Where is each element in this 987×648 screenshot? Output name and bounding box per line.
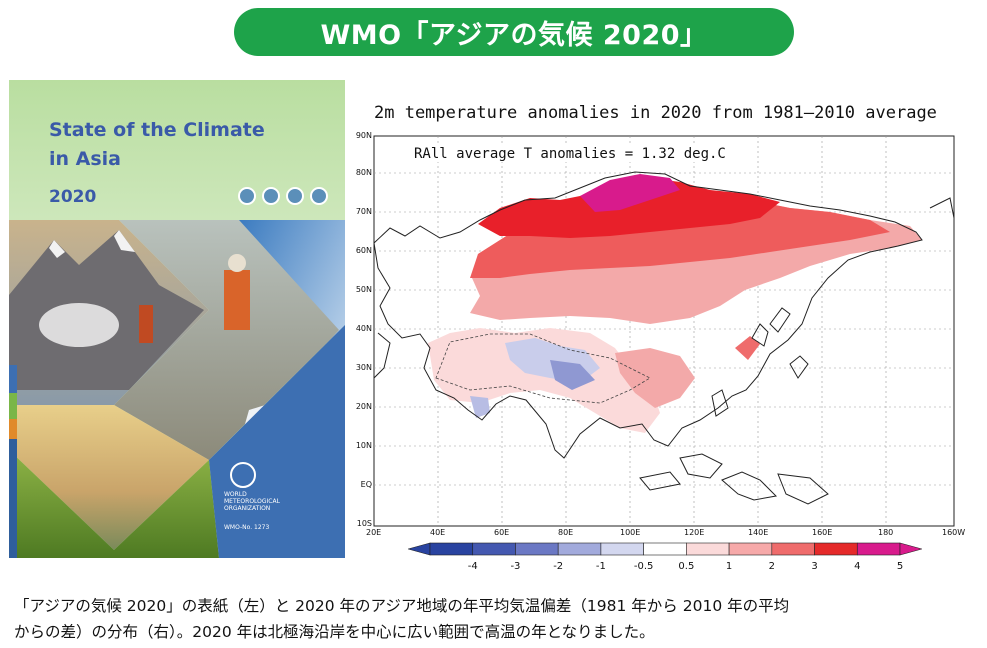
cover-title: State of the Climate in Asia [49,116,265,174]
lon-label: 120E [684,528,705,537]
colorbar-swatch [643,542,687,556]
colorbar-tick-label: -0.5 [634,561,654,572]
colorbar-swatch [429,542,474,556]
map-colorbar: -4 -3 -2 -1 -0.5 0.5 1 2 3 4 5 [406,541,924,575]
lat-label: 70N [355,207,372,216]
sdg-icon [238,187,256,205]
lat-label: 10N [355,441,372,450]
cover-strip-orange [9,419,17,439]
lon-label: 160E [812,528,833,537]
colorbar-swatch [600,542,644,556]
cover-year: 2020 [49,187,97,207]
colorbar-swatch [814,542,858,556]
lon-label: 40E [430,528,446,537]
colorbar-swatch [686,542,730,556]
colorbar-left-arrow [406,542,431,556]
cover-title-line2: in Asia [49,148,122,170]
lat-label: 30N [355,363,372,372]
temperature-anomaly-map: RAll average T anomalies = 1.32 deg.C 90… [350,128,968,540]
cover-org-line3: ORGANIZATION [224,505,271,512]
colorbar-right-arrow [899,542,924,556]
colorbar-tick-label: 0.5 [678,561,694,572]
report-cover-image: State of the Climate in Asia 2020 [9,80,345,558]
page-title: WMO「アジアの気候 2020」 [234,8,794,56]
lat-labels: 90N 80N 70N 60N 50N 40N 30N 20N 10N EQ 1… [350,128,372,540]
lon-label: 80E [558,528,574,537]
lon-label: 160W [942,528,966,537]
colorbar-tick-label: 5 [897,561,903,572]
lat-label: 50N [355,285,372,294]
figure-caption: 「アジアの気候 2020」の表紙（左）と 2020 年のアジア地域の年平均気温偏… [14,593,979,645]
anomaly-shading [428,174,922,433]
cover-title-line1: State of the Climate [49,119,265,141]
lat-label: 10S [356,519,372,528]
colorbar-swatch [771,542,815,556]
lat-label: 90N [355,131,372,140]
colorbar-tick-label: -1 [596,561,606,572]
cover-strip-green [9,393,17,419]
lat-label: EQ [360,480,372,489]
caption-line1: 「アジアの気候 2020」の表紙（左）と 2020 年のアジア地域の年平均気温偏… [14,597,790,615]
colorbar-tick-label: -2 [553,561,563,572]
zero-contour [435,333,651,404]
cover-pub-number: WMO-No. 1273 [224,524,270,531]
cover-org-line2: METEOROLOGICAL [224,498,280,505]
colorbar-tick-label: 4 [854,561,860,572]
lon-label: 180 [878,528,894,537]
colorbar-swatch [472,542,516,556]
colorbar-swatch [856,542,901,556]
map-annotation: RAll average T anomalies = 1.32 deg.C [412,146,728,162]
sdg-icon [262,187,280,205]
lat-label: 20N [355,402,372,411]
cover-strip-blue [9,365,17,393]
lon-label: 20E [366,528,382,537]
colorbar-swatches: -4 -3 -2 -1 -0.5 0.5 1 2 3 4 5 [406,542,924,572]
lon-label: 60E [494,528,510,537]
sdg-icon [286,187,304,205]
colorbar-tick-label: 1 [726,561,732,572]
lat-label: 60N [355,246,372,255]
map-title: 2m temperature anomalies in 2020 from 19… [374,103,937,123]
lat-label: 40N [355,324,372,333]
cover-org-block: WORLD METEOROLOGICAL ORGANIZATION WMO-No… [224,455,280,531]
lon-labels: 20E 40E 60E 80E 100E 120E 140E 160E 180 … [350,528,968,540]
cover-org-line1: WORLD [224,491,247,498]
cover-strip-navy [9,439,17,558]
colorbar-tick-label: 2 [769,561,775,572]
coastlines [373,171,955,505]
colorbar-swatch [515,542,559,556]
colorbar-tick-label: -4 [468,561,478,572]
wmo-logo [230,462,256,488]
cover-photo-collage [9,220,345,558]
caption-line2: からの差）の分布（右）。2020 年は北極海沿岸を中心に広い範囲で高温の年となり… [14,623,655,641]
colorbar-swatch [728,542,773,556]
colorbar-tick-label: 3 [811,561,817,572]
lon-label: 140E [748,528,769,537]
lon-label: 100E [620,528,641,537]
lat-label: 80N [355,168,372,177]
colorbar-swatch [557,542,602,556]
colorbar-tick-label: -3 [510,561,520,572]
sdg-icon [310,187,328,205]
